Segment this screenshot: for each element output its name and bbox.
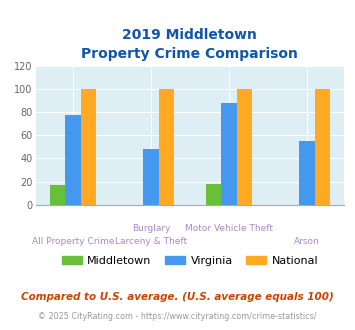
Text: All Property Crime: All Property Crime [32,237,114,246]
Bar [143,149,159,205]
Text: Motor Vehicle Theft: Motor Vehicle Theft [185,224,273,233]
Legend: Middletown, Virginia, National: Middletown, Virginia, National [57,252,323,271]
Bar [65,115,81,205]
Bar [50,185,65,205]
Text: Arson: Arson [294,237,320,246]
Bar [206,184,221,205]
Bar [315,89,330,205]
Bar [81,89,96,205]
Text: © 2025 CityRating.com - https://www.cityrating.com/crime-statistics/: © 2025 CityRating.com - https://www.city… [38,312,317,321]
Bar [221,103,237,205]
Title: 2019 Middletown
Property Crime Comparison: 2019 Middletown Property Crime Compariso… [82,28,298,61]
Bar [159,89,174,205]
Bar [237,89,252,205]
Text: Compared to U.S. average. (U.S. average equals 100): Compared to U.S. average. (U.S. average … [21,292,334,302]
Text: Burglary: Burglary [132,224,170,233]
Text: Larceny & Theft: Larceny & Theft [115,237,187,246]
Bar [299,141,315,205]
